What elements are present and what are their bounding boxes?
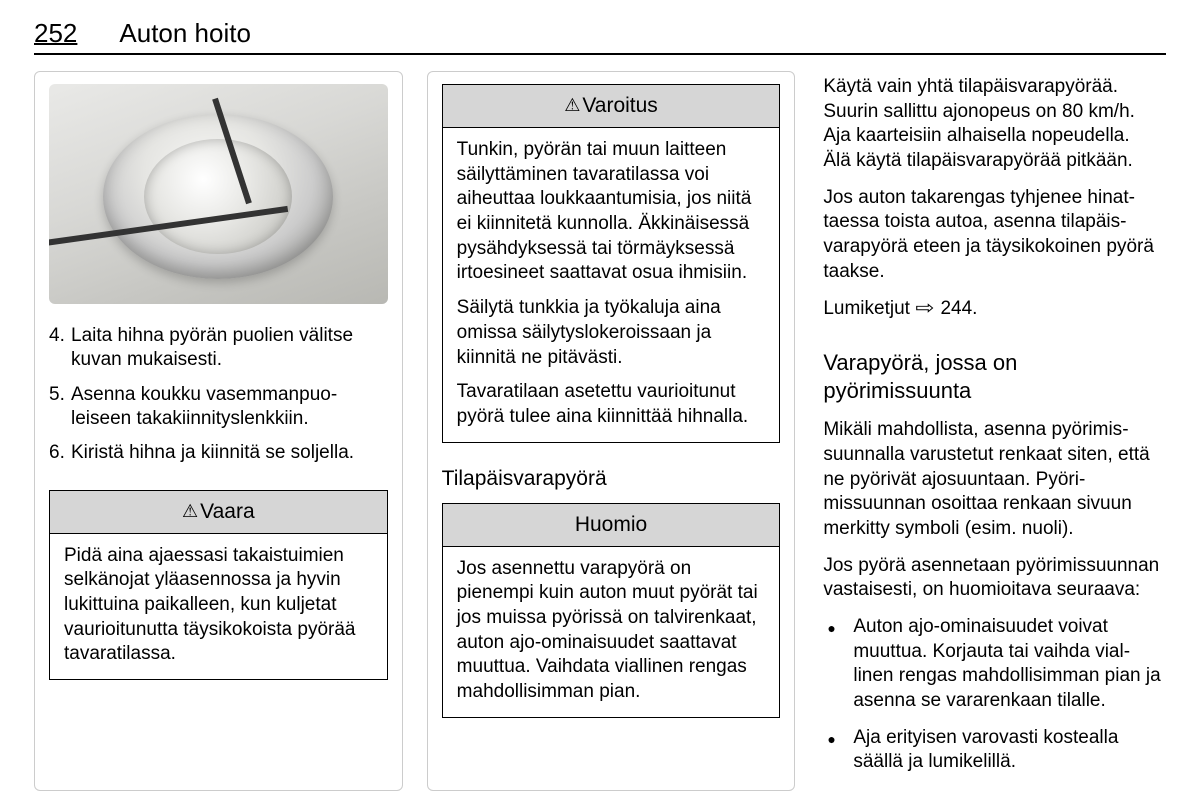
warning-p2: Säilytä tunkkia ja työkaluja aina omissa…	[457, 296, 766, 370]
warning-box: ⚠Varoitus Tunkin, pyörän tai muun laitte…	[442, 84, 781, 443]
ref-label: Lumiketjut	[823, 298, 910, 319]
warning-p3: Tavaratilaan asetettu vaurioitunut pyörä…	[457, 380, 766, 429]
column-2: ⚠Varoitus Tunkin, pyörän tai muun laitte…	[427, 71, 796, 791]
step-number: 6.	[49, 441, 65, 465]
danger-title: Vaara	[200, 500, 254, 523]
col3-p1: Käytä vain yhtä tilapäisvarapyörää. Suur…	[823, 75, 1162, 174]
bullet-2: Aja erityisen varovasti kostealla säällä…	[853, 726, 1162, 775]
warning-box-header: ⚠Varoitus	[443, 85, 780, 128]
step-text: Laita hihna pyörän puolien välitse kuvan…	[71, 325, 353, 370]
considerations-list: Auton ajo-ominaisuudet voivat muuttua. K…	[823, 615, 1162, 787]
warning-title: Varoitus	[582, 94, 657, 117]
spare-wheel-photo	[49, 84, 388, 304]
page-number: 252	[34, 18, 77, 49]
col3-p3: Mikäli mahdollista, asenna pyörimis­suun…	[823, 418, 1162, 541]
step-text: Kiristä hihna ja kiinnitä se soljella.	[71, 442, 354, 463]
directional-spare-heading: Varapyörä, jossa on pyörimissuunta	[823, 349, 1162, 404]
danger-text: Pidä aina ajaessasi takaistuimien selkän…	[64, 544, 373, 667]
warning-p1: Tunkin, pyörän tai muun laitteen säilytt…	[457, 138, 766, 286]
section-title: Auton hoito	[119, 18, 251, 49]
notice-title: Huomio	[575, 513, 647, 536]
col3-p4: Jos pyörä asennetaan pyörimissuun­nan va…	[823, 554, 1162, 603]
step-text: Asenna koukku vasemmanpuo­leiseen takaki…	[71, 384, 337, 429]
danger-box-body: Pidä aina ajaessasi takaistuimien selkän…	[50, 534, 387, 679]
instruction-steps: 4. Laita hihna pyörän puolien välitse ku…	[49, 324, 388, 476]
step-6: 6. Kiristä hihna ja kiinnitä se soljella…	[71, 441, 388, 465]
col3-p2: Jos auton takarengas tyhjenee hinat­taes…	[823, 186, 1162, 285]
page-header: 252 Auton hoito	[34, 18, 1166, 55]
bullet-1: Auton ajo-ominaisuudet voivat muuttua. K…	[853, 615, 1162, 714]
notice-box-header: Huomio	[443, 504, 780, 547]
warning-triangle-icon: ⚠	[182, 501, 198, 522]
content-columns: 4. Laita hihna pyörän puolien välitse ku…	[34, 71, 1166, 791]
notice-box: Huomio Jos asennettu varapyörä on pienem…	[442, 503, 781, 718]
notice-box-body: Jos asennettu varapyörä on pienempi kuin…	[443, 547, 780, 717]
step-4: 4. Laita hihna pyörän puolien välitse ku…	[71, 324, 388, 373]
column-1: 4. Laita hihna pyörän puolien välitse ku…	[34, 71, 403, 791]
snow-chains-ref: Lumiketjut ⇨ 244.	[823, 297, 1162, 322]
temporary-spare-heading: Tilapäisvarapyörä	[442, 467, 781, 491]
column-3: Käytä vain yhtä tilapäisvarapyörää. Suur…	[819, 71, 1166, 791]
step-number: 5.	[49, 383, 65, 407]
warning-triangle-icon: ⚠	[564, 95, 580, 116]
step-5: 5. Asenna koukku vasemmanpuo­leiseen tak…	[71, 383, 388, 432]
warning-box-body: Tunkin, pyörän tai muun laitteen säilytt…	[443, 128, 780, 442]
danger-box: ⚠Vaara Pidä aina ajaessasi takaistuimien…	[49, 490, 388, 680]
danger-box-header: ⚠Vaara	[50, 491, 387, 534]
ref-page: 244.	[940, 298, 977, 319]
step-number: 4.	[49, 324, 65, 348]
reference-arrow-icon: ⇨	[916, 297, 935, 322]
notice-text: Jos asennettu varapyörä on pienempi kuin…	[457, 557, 766, 705]
